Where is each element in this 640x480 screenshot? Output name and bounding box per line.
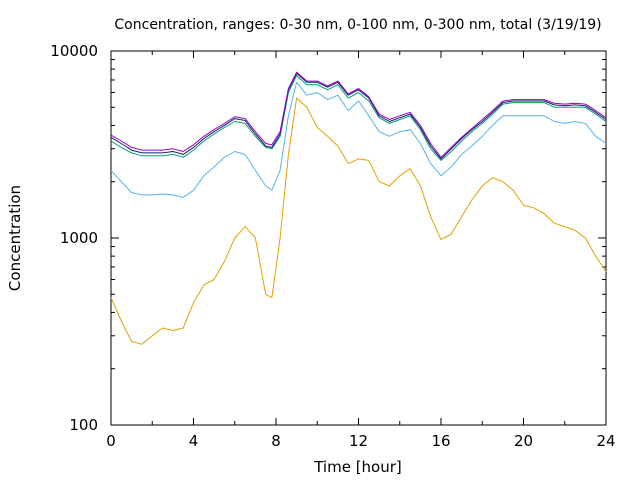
x-tick-label: 12 [349, 432, 368, 450]
chart-title: Concentration, ranges: 0-30 nm, 0-100 nm… [114, 17, 601, 33]
y-tick-label: 10000 [50, 42, 98, 60]
x-tick-label: 8 [271, 432, 281, 450]
series-line-5 [110, 71, 607, 158]
y-tick-label: 1000 [60, 229, 98, 247]
x-tick-label: 16 [431, 432, 450, 450]
x-tick-label: 0 [106, 432, 116, 450]
tick-labels: 0 4 8 12 16 20 24 100 1000 10000 [50, 42, 615, 450]
x-tick-label: 20 [514, 432, 533, 450]
plot-series [110, 71, 607, 345]
axes [110, 50, 607, 426]
x-tick-label: 24 [596, 432, 615, 450]
x-tick-label: 4 [189, 432, 199, 450]
series-line-3 [110, 75, 607, 161]
series-line-2 [110, 81, 607, 198]
series-line-1 [110, 97, 607, 345]
tick-marks [110, 50, 607, 426]
x-axis-label: Time [hour] [313, 458, 402, 476]
y-axis-label: Concentration [6, 185, 24, 291]
y-tick-label: 100 [69, 416, 98, 434]
series-line-4 [110, 72, 607, 160]
plot-frame [110, 50, 607, 426]
